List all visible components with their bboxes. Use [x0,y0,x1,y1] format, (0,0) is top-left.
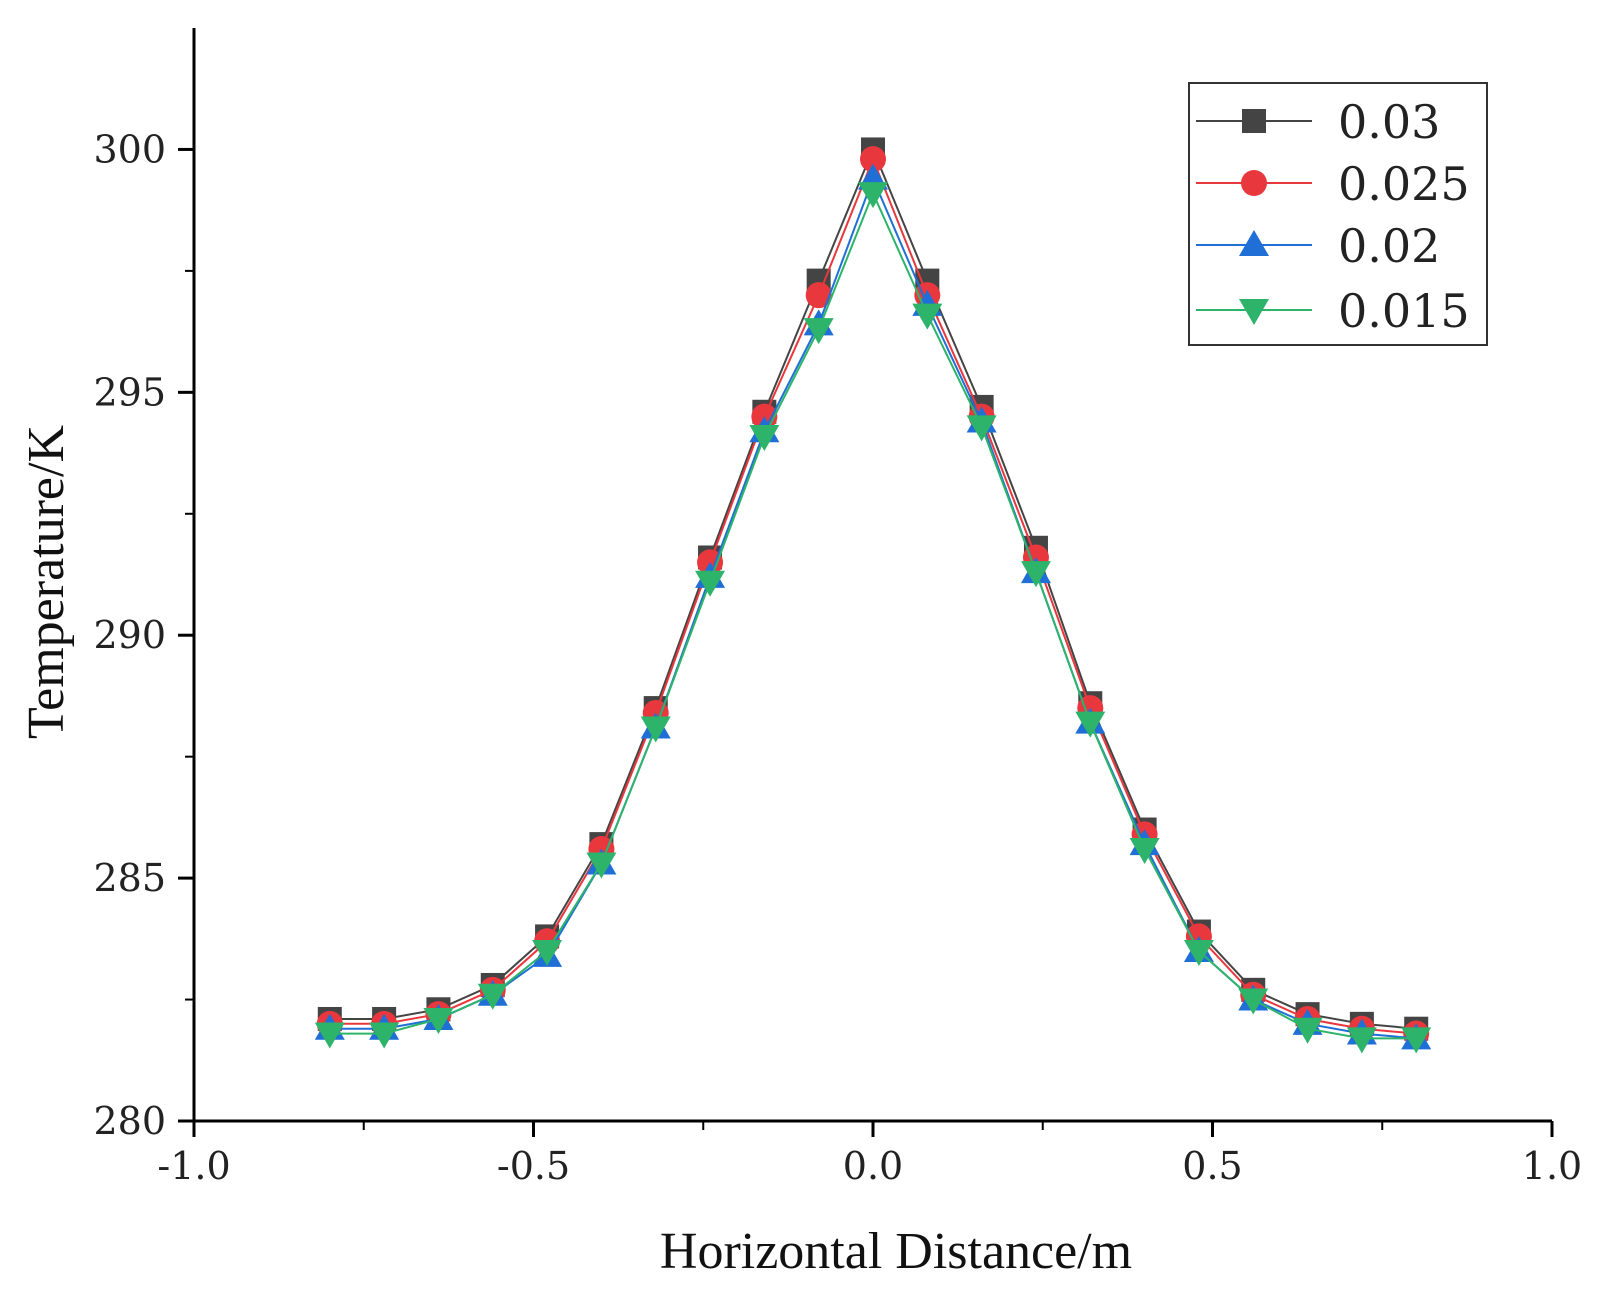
legend-symbol-0.03 [1242,109,1266,133]
x-tick-label-1: -0.5 [497,1144,570,1188]
data-point-0.015-6 [640,716,671,743]
legend-marker-3 [1239,230,1269,256]
legend-box [1188,82,1488,346]
series-0.015 [314,182,1432,1054]
y-axis-title: Temperature/K [18,425,75,739]
legend-marker-1 [1242,109,1266,133]
legend-symbol-0.015 [1239,299,1269,325]
data-point-0.015-15 [1129,837,1160,864]
data-point-0.015-9 [803,318,834,345]
y-tick-label-3: 295 [93,370,166,414]
legend-marker-2 [1241,170,1267,196]
x-tick-label-0: -1.0 [157,1144,230,1188]
legend-symbol-0.02 [1239,230,1269,256]
data-point-0.015-0 [314,1022,345,1049]
x-tick-label-4: 1.0 [1522,1144,1582,1188]
y-tick-label-1: 285 [93,856,166,900]
legend-label-4: 0.015 [1338,284,1470,338]
legend-entry-3: 0.02 [1196,219,1440,273]
axes-layer [178,28,1554,1137]
legend-entry-1: 0.03 [1196,95,1440,149]
x-tick-label-3: 0.5 [1182,1144,1242,1188]
y-tick-label-4: 300 [93,127,166,171]
legend-label-1: 0.03 [1338,95,1440,149]
data-point-0.015-7 [695,570,726,597]
legend: 0.03 0.025 0.02 0.015 [1188,82,1488,346]
data-point-0.015-16 [1183,939,1214,966]
data-point-0.015-2 [423,1007,454,1034]
data-point-0.015-4 [532,939,563,966]
data-point-0.015-19 [1346,1027,1377,1054]
data-point-0.015-8 [749,425,780,452]
data-point-0.025-9 [805,282,832,309]
series-layer [314,137,1432,1054]
data-point-0.015-1 [369,1022,400,1049]
x-axis-title: Horizontal Distance/m [660,1223,1132,1280]
legend-entry-4: 0.015 [1196,284,1470,338]
tick-labels: -1.0 -0.5 0.0 0.5 1.0 280 285 290 295 300 [93,127,1582,1188]
data-point-0.015-3 [477,983,508,1010]
data-point-0.015-12 [966,415,997,442]
legend-symbol-0.025 [1241,170,1267,196]
x-tick-label-2: 0.0 [843,1144,903,1188]
data-point-0.015-17 [1238,988,1269,1015]
legend-marker-4 [1239,299,1269,325]
data-point-0.015-20 [1401,1027,1432,1054]
data-point-0.015-11 [912,303,943,330]
data-point-0.015-14 [1075,711,1106,738]
y-tick-label-2: 290 [93,613,166,657]
data-point-0.025-10 [860,146,886,173]
y-tick-label-0: 280 [93,1099,166,1143]
legend-entry-2: 0.025 [1196,157,1470,211]
legend-label-2: 0.025 [1338,157,1470,211]
data-point-0.015-10 [858,182,888,209]
data-point-0.015-5 [586,852,617,879]
legend-label-3: 0.02 [1338,219,1440,273]
data-point-0.015-13 [1020,561,1051,588]
data-point-0.015-18 [1292,1017,1323,1044]
